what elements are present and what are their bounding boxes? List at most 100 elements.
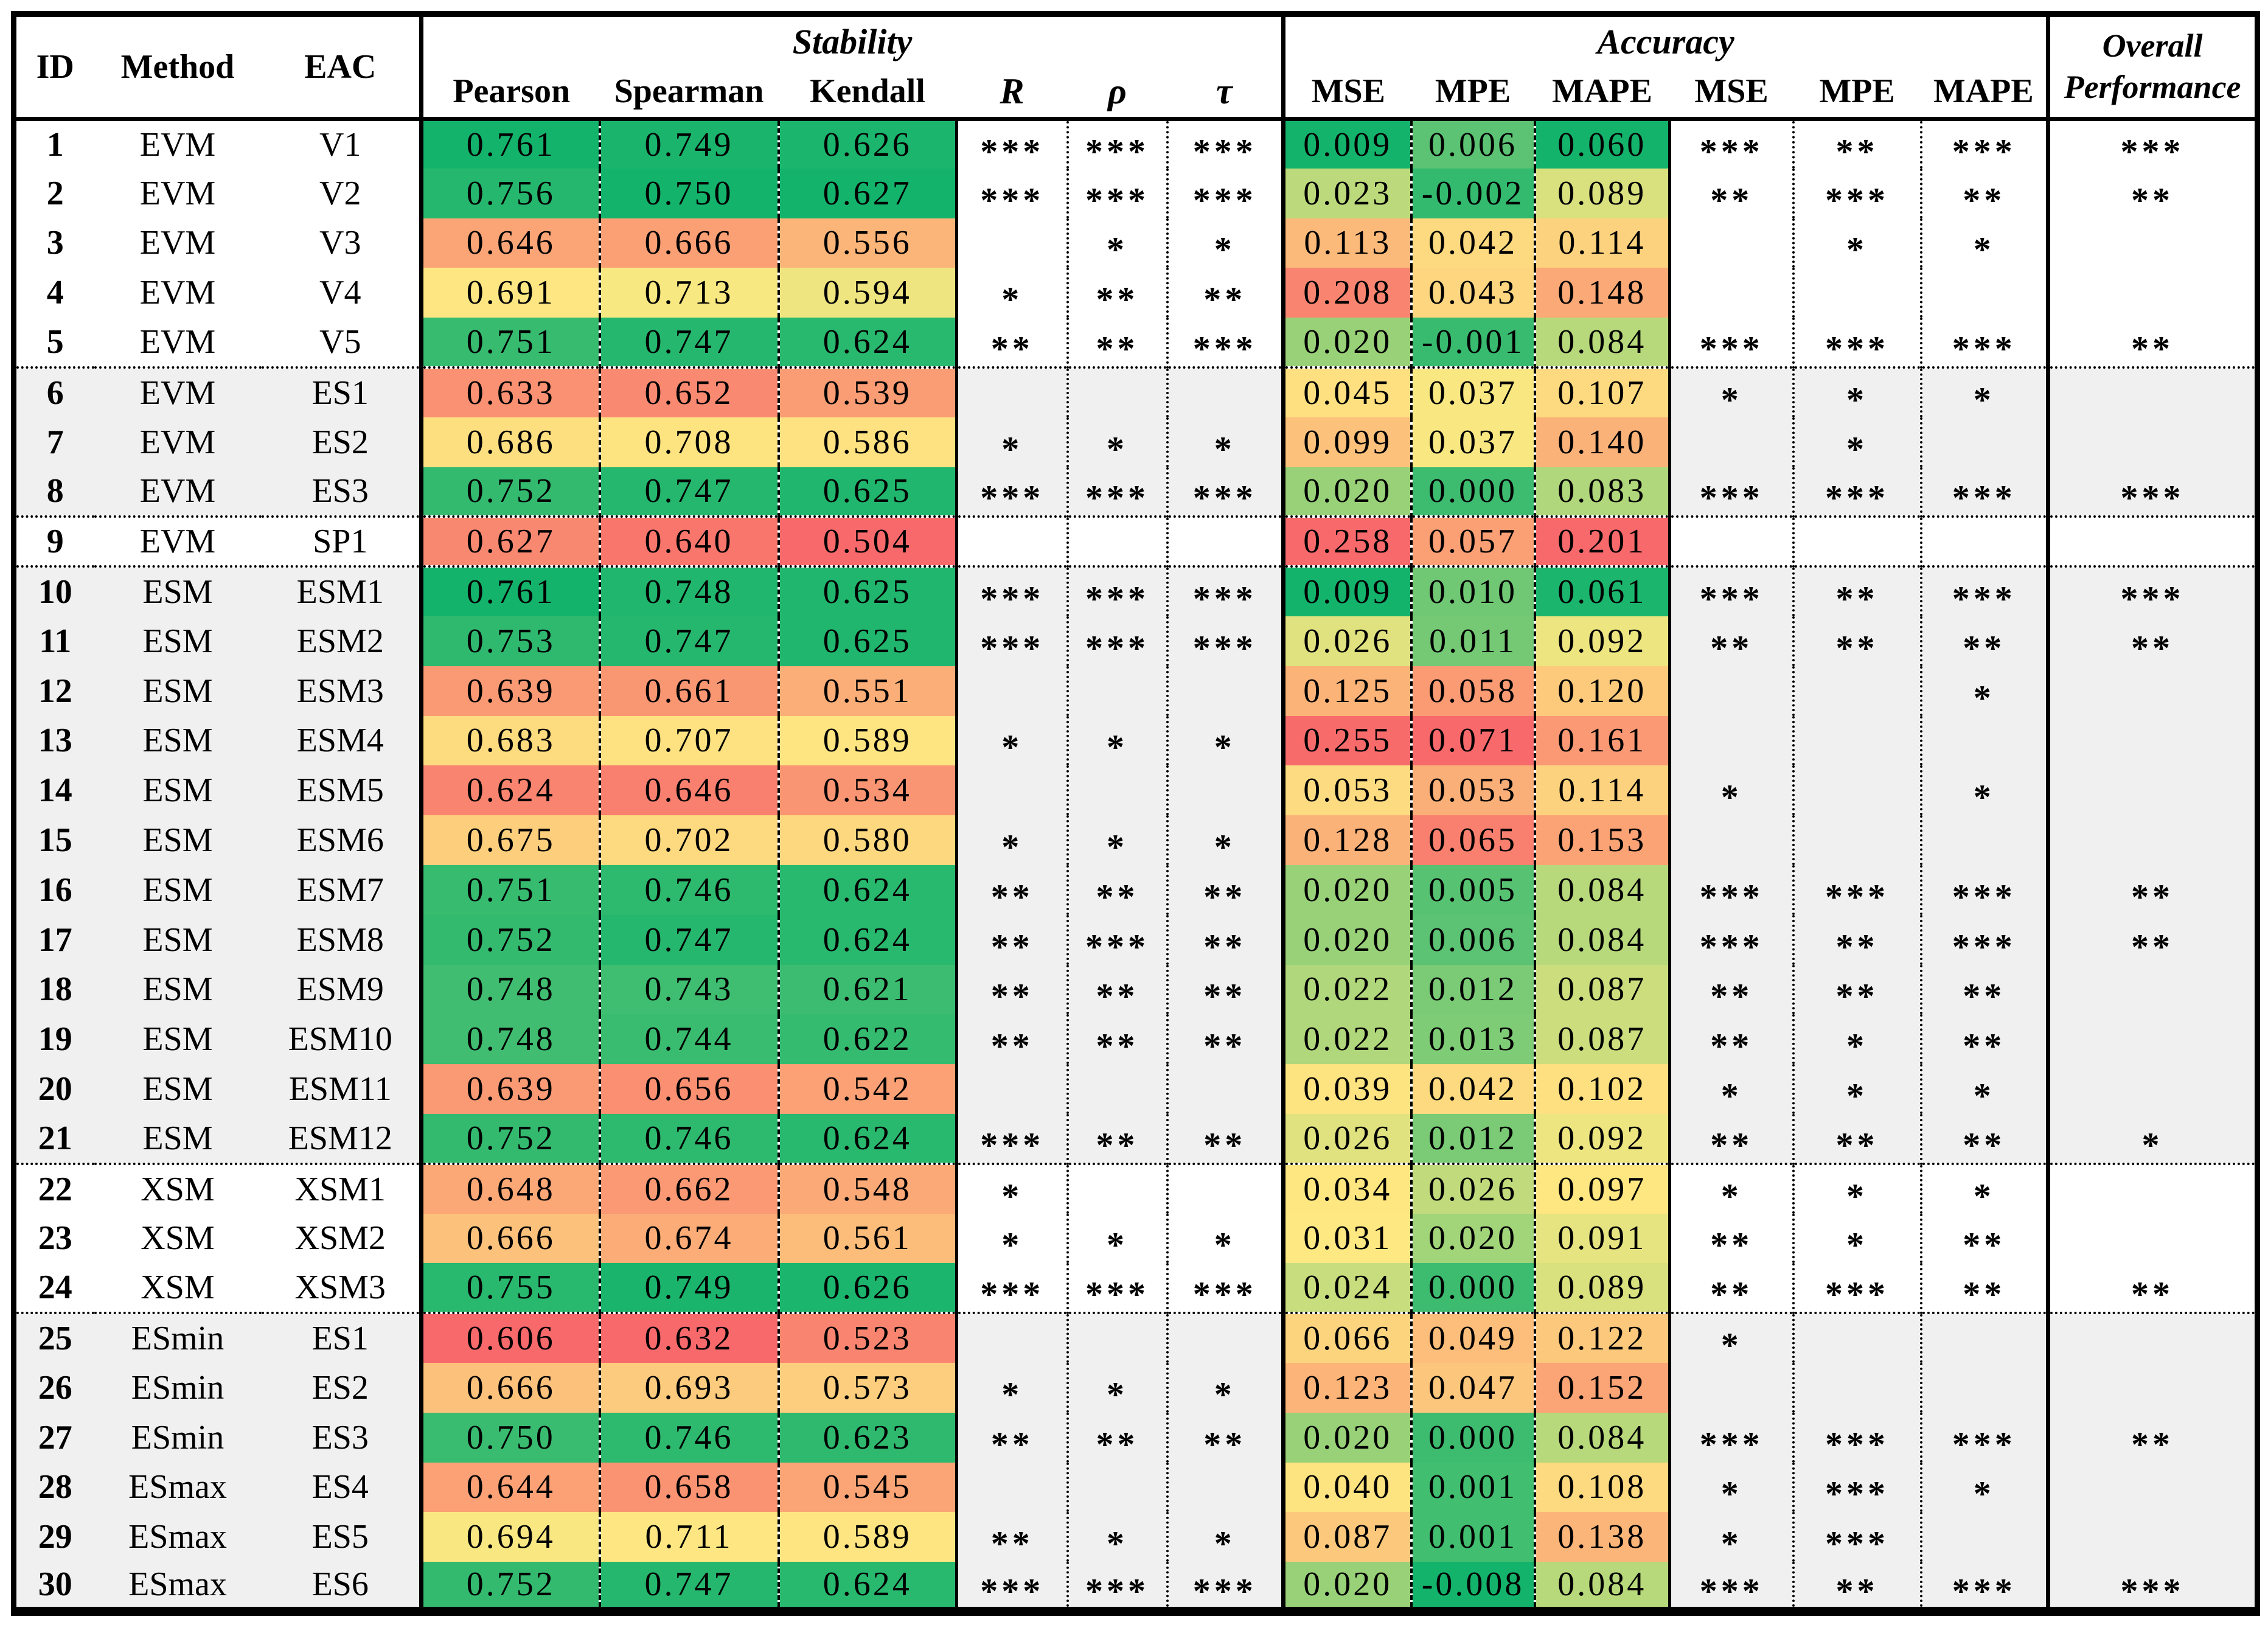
cell-method: EVM [94, 268, 262, 318]
significance-stars: *** [1192, 628, 1257, 666]
cell-mse: 0.020 [1281, 914, 1411, 965]
significance-stars: * [1001, 728, 1023, 766]
significance-stars: ** [1096, 1424, 1139, 1463]
significance-stars: * [1973, 1176, 1995, 1214]
cell-mse-sig: *** [1668, 1562, 1793, 1612]
cell-mape-sig: ** [1919, 168, 2048, 218]
table-row: 2 EVM V2 0.756 0.750 0.627 *** *** *** 0.023 -0.00… [13, 168, 2258, 218]
significance-stars: * [1720, 380, 1742, 417]
significance-stars: *** [980, 628, 1045, 666]
cell-mse-sig: *** [1668, 865, 1793, 915]
cell-mse: 0.087 [1281, 1512, 1411, 1562]
cell-r: ** [955, 1014, 1068, 1065]
cell-eac: ES6 [261, 1562, 422, 1612]
table-row: 21 ESM ESM12 0.752 0.746 0.624 *** ** ** 0.026 0.0… [13, 1113, 2258, 1164]
cell-eac: ESM6 [261, 815, 422, 865]
cell-tau [1166, 765, 1284, 816]
significance-stars: ** [2131, 927, 2174, 965]
cell-kendall: 0.539 [777, 366, 957, 417]
cell-rho: *** [1066, 565, 1167, 616]
cell-mape: 0.061 [1533, 565, 1670, 616]
cell-mpe-sig [1792, 715, 1921, 766]
cell-mape-sig: ** [1919, 1263, 2048, 1314]
cell-eac: V2 [261, 168, 422, 218]
cell-r: *** [955, 1562, 1068, 1612]
cell-spearman: 0.661 [598, 666, 779, 716]
significance-stars: *** [1085, 927, 1149, 965]
table-row: 23 XSM XSM2 0.666 0.674 0.561 * * * 0.031 0.020 0.0… [13, 1213, 2258, 1264]
cell-mse-sig: * [1668, 1162, 1793, 1214]
cell-kendall: 0.621 [777, 964, 957, 1015]
col-header-pearson: Pearson [419, 66, 600, 119]
cell-kendall: 0.573 [777, 1362, 957, 1413]
cell-spearman: 0.743 [598, 964, 779, 1015]
cell-rho: *** [1066, 467, 1167, 517]
cell-mape-sig: *** [1919, 318, 2048, 367]
cell-mpe: -0.001 [1410, 318, 1535, 367]
cell-mse: 0.023 [1281, 168, 1411, 218]
cell-r: * [955, 268, 1068, 318]
cell-r [955, 515, 1068, 567]
cell-eac: SP1 [261, 515, 422, 567]
table-row: 25 ESmin ES1 0.606 0.632 0.523 0.066 0.049 0.122… [13, 1312, 2258, 1363]
significance-stars: ** [1963, 1026, 2006, 1065]
cell-method: EVM [94, 515, 262, 567]
significance-stars: *** [1952, 131, 2016, 169]
cell-mpe: 0.000 [1410, 1412, 1535, 1463]
significance-stars: ** [1835, 976, 1879, 1015]
cell-mse: 0.026 [1281, 1113, 1411, 1164]
cell-mpe-sig: *** [1792, 1263, 1921, 1314]
cell-mse: 0.099 [1281, 417, 1411, 467]
cell-kendall: 0.589 [777, 1512, 957, 1562]
cell-mpe-sig: * [1792, 1064, 1921, 1114]
cell-tau: *** [1166, 1263, 1284, 1314]
significance-stars: ** [1203, 927, 1247, 965]
cell-method: ESM [94, 1064, 262, 1114]
significance-stars: ** [990, 329, 1034, 367]
cell-rho: ** [1066, 1412, 1167, 1463]
cell-eac: ESM12 [261, 1113, 422, 1164]
cell-mse: 0.026 [1281, 616, 1411, 666]
cell-method: XSM [94, 1263, 262, 1314]
cell-mpe: 0.012 [1410, 1113, 1535, 1164]
cell-pearson: 0.761 [419, 565, 600, 616]
cell-eac: ES5 [261, 1512, 422, 1562]
cell-rho: * [1066, 1512, 1167, 1562]
cell-rho: * [1066, 417, 1167, 467]
cell-method: ESM [94, 565, 262, 616]
cell-spearman: 0.652 [598, 366, 779, 417]
significance-stars: *** [1952, 329, 2016, 367]
cell-mpe-sig: * [1792, 1162, 1921, 1214]
cell-id: 27 [13, 1412, 94, 1463]
cell-tau: *** [1166, 616, 1284, 666]
cell-mape: 0.087 [1533, 964, 1670, 1015]
cell-r: ** [955, 914, 1068, 965]
cell-kendall: 0.623 [777, 1412, 957, 1463]
significance-stars: *** [1085, 180, 1149, 218]
significance-stars: ** [1710, 1125, 1753, 1164]
cell-mpe-sig: *** [1792, 865, 1921, 915]
significance-stars: * [1107, 429, 1128, 467]
cell-mape: 0.120 [1533, 666, 1670, 716]
significance-stars: * [1720, 1176, 1742, 1214]
cell-eac: ESM9 [261, 964, 422, 1015]
cell-mpe-sig [1792, 268, 1921, 318]
significance-stars: *** [1085, 1571, 1149, 1611]
cell-spearman: 0.747 [598, 914, 779, 965]
cell-mse-sig: ** [1668, 964, 1793, 1015]
cell-mape: 0.060 [1533, 119, 1670, 169]
table-row: 1 EVM V1 0.761 0.749 0.626 *** *** *** 0.009 0.006… [13, 119, 2258, 169]
cell-rho: *** [1066, 616, 1167, 666]
group-header-stability: Stability [419, 14, 1284, 66]
cell-mse: 0.020 [1281, 1562, 1411, 1612]
cell-pearson: 0.627 [419, 515, 600, 567]
cell-mse: 0.123 [1281, 1362, 1411, 1413]
col-header-kendall: Kendall [810, 72, 925, 111]
cell-mpe-sig [1792, 765, 1921, 816]
cell-mape: 0.114 [1533, 218, 1670, 268]
significance-stars: * [1846, 380, 1868, 417]
cell-mpe-sig: ** [1792, 119, 1921, 169]
cell-tau [1166, 1162, 1284, 1214]
cell-mse-sig: *** [1668, 1412, 1793, 1463]
cell-mape: 0.084 [1533, 914, 1670, 965]
